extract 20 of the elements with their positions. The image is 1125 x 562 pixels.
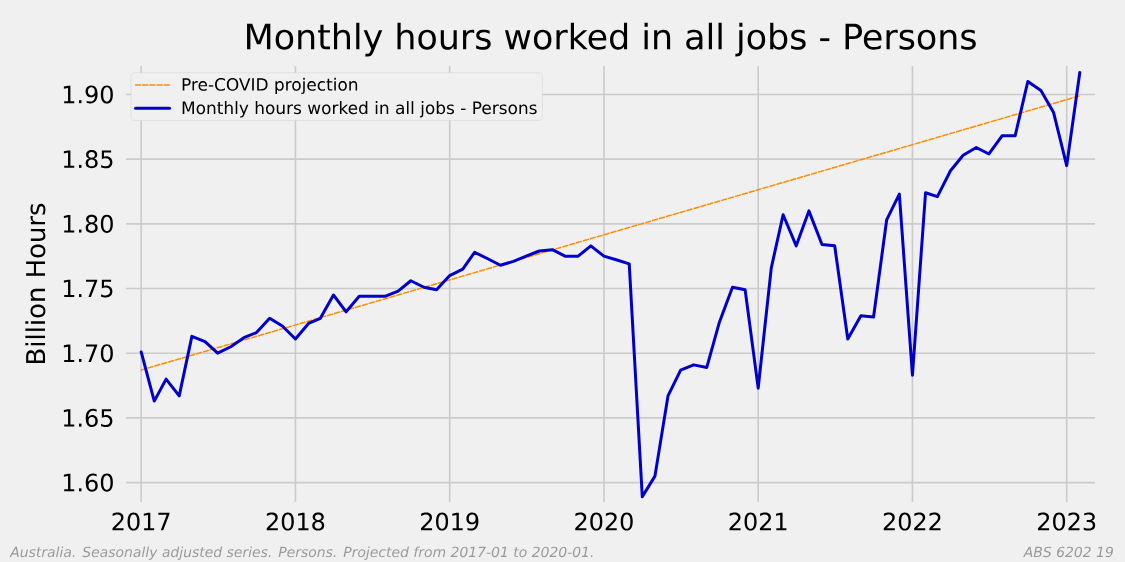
text: Australia. Seasonally adjusted series. Persons. Projected from 2017-01 to 2020-01. (9, 546, 593, 560)
x-tick-label: 2020 (575, 512, 633, 531)
x-tick-label: 2017 (112, 512, 170, 531)
legend-label: Pre-COVID projection (182, 77, 358, 95)
x-tick-label: 2021 (729, 512, 787, 531)
y-tick-label: 1.65 (63, 408, 113, 427)
x-tick-label: 2018 (266, 512, 325, 531)
y-tick-label: 1.85 (63, 150, 113, 169)
y-tick-label: 1.60 (63, 473, 113, 492)
chart-title: Monthly hours worked in all jobs - Persons (247, 22, 976, 57)
x-tick-label: 2022 (883, 512, 941, 531)
legend-label: Monthly hours worked in all jobs - Persons (182, 101, 537, 118)
y-tick-label: 1.90 (63, 85, 113, 104)
text: ABS 6202 19 (1022, 546, 1113, 558)
y-tick-label: 1.80 (63, 214, 113, 233)
y-tick-label: 1.70 (63, 344, 113, 363)
y-axis-title: Billion Hours (25, 203, 46, 363)
x-tick-label: 2023 (1038, 512, 1096, 531)
y-tick-label: 1.75 (63, 279, 113, 298)
x-tick-label: 2019 (421, 512, 479, 531)
